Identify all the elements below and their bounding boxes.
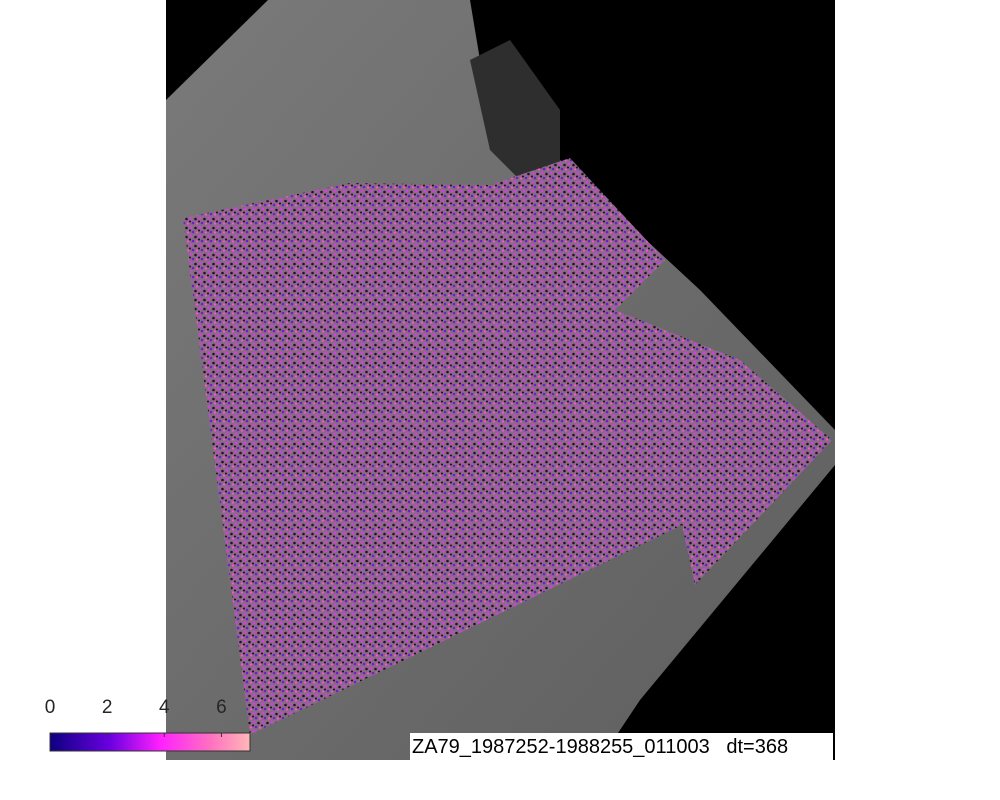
dark-terrain bbox=[470, 40, 560, 180]
colorbar-tick-label: 6 bbox=[216, 697, 227, 718]
colorbar-tick-label: 0 bbox=[44, 697, 56, 718]
colorbar bbox=[49, 732, 251, 752]
image-pair-label: ZA79_1987252-1988255_011003 dt=368 bbox=[410, 733, 834, 760]
colorbar-ticks bbox=[49, 733, 222, 737]
velocity-overlay bbox=[183, 158, 832, 735]
colorbar-tick-label: 4 bbox=[158, 697, 170, 718]
colorbar-tick-label: 2 bbox=[101, 697, 113, 718]
